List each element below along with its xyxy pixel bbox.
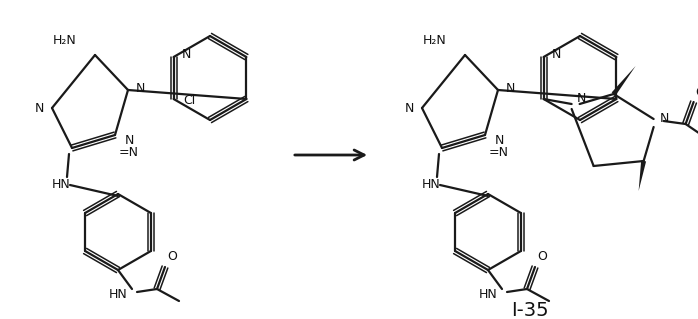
Text: N: N [660, 113, 669, 125]
Text: HN: HN [422, 179, 440, 191]
Text: =N: =N [119, 146, 139, 160]
Text: N: N [181, 48, 191, 62]
Text: N: N [495, 133, 505, 146]
Text: H₂N: H₂N [423, 33, 447, 47]
Text: O: O [696, 85, 698, 99]
Polygon shape [611, 66, 636, 96]
Text: Cl: Cl [184, 94, 196, 108]
Text: O: O [537, 250, 547, 263]
Text: HN: HN [478, 287, 497, 300]
Text: HN: HN [52, 179, 70, 191]
Text: =N: =N [489, 146, 509, 160]
Text: N: N [136, 81, 145, 94]
Text: N: N [405, 101, 414, 115]
Text: I-35: I-35 [511, 300, 549, 319]
Text: N: N [551, 48, 561, 62]
Text: O: O [167, 250, 177, 263]
Text: N: N [506, 81, 515, 94]
Text: N: N [35, 101, 44, 115]
Text: N: N [125, 133, 135, 146]
Polygon shape [639, 160, 646, 191]
Text: HN: HN [108, 287, 127, 300]
Text: N: N [577, 92, 586, 105]
Text: H₂N: H₂N [53, 33, 77, 47]
